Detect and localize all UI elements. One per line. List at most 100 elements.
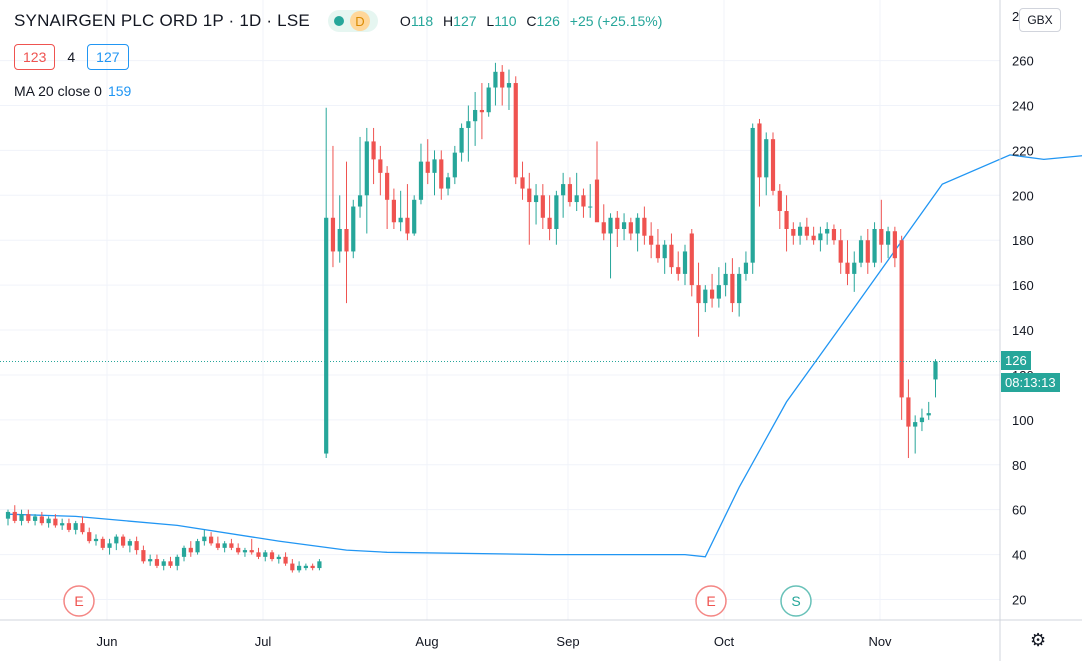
candle bbox=[297, 561, 302, 573]
candle bbox=[432, 150, 437, 196]
delayed-badge: D bbox=[349, 11, 370, 31]
candle bbox=[303, 563, 308, 571]
candle bbox=[154, 554, 160, 569]
candle bbox=[188, 541, 193, 557]
candle bbox=[32, 514, 38, 526]
candle bbox=[12, 505, 17, 524]
candle bbox=[649, 222, 654, 259]
candle bbox=[682, 244, 688, 286]
candle bbox=[290, 559, 295, 573]
candle bbox=[120, 534, 126, 548]
price-tick-label: 180 bbox=[1012, 233, 1034, 248]
low-value: 110 bbox=[494, 13, 517, 29]
candle bbox=[324, 107, 329, 459]
price-tick-label: 200 bbox=[1012, 188, 1034, 203]
buy-button[interactable]: 127 bbox=[87, 44, 129, 70]
price-tick-label: 60 bbox=[1012, 503, 1026, 518]
candle bbox=[405, 184, 410, 241]
ma-line bbox=[7, 154, 1082, 558]
candle bbox=[242, 547, 248, 557]
svg-text:E: E bbox=[706, 593, 715, 609]
candle bbox=[66, 518, 72, 533]
candle bbox=[635, 213, 640, 252]
candle bbox=[236, 543, 241, 555]
candle bbox=[601, 204, 606, 241]
candle bbox=[87, 527, 92, 544]
gear-icon[interactable]: ⚙ bbox=[1030, 630, 1047, 650]
candle bbox=[127, 538, 132, 553]
candle bbox=[513, 76, 518, 185]
candles bbox=[5, 62, 938, 573]
candle bbox=[310, 563, 315, 571]
candle bbox=[818, 226, 823, 252]
change-value: +25 (+25.15%) bbox=[569, 13, 663, 29]
candle bbox=[750, 123, 755, 274]
candle bbox=[770, 132, 776, 196]
candle bbox=[831, 224, 837, 245]
price-tick-label: 80 bbox=[1012, 458, 1026, 473]
candle bbox=[466, 105, 471, 162]
candle bbox=[676, 251, 681, 281]
candle bbox=[913, 415, 918, 454]
time-tick-label: Jun bbox=[97, 634, 118, 649]
candle bbox=[215, 536, 220, 551]
candle bbox=[398, 190, 403, 232]
candle bbox=[500, 65, 505, 106]
candle bbox=[642, 206, 647, 245]
ohlc-values: O118 H127 L110 C126 +25 (+25.15%) bbox=[399, 13, 663, 29]
candle bbox=[26, 509, 31, 524]
indicator-value: 159 bbox=[107, 83, 132, 99]
candle bbox=[73, 520, 78, 535]
time-tick-label: Oct bbox=[714, 634, 735, 649]
candle bbox=[865, 228, 870, 274]
candle bbox=[689, 228, 694, 297]
candle bbox=[168, 556, 173, 569]
svg-text:E: E bbox=[74, 593, 83, 609]
indicator-legend[interactable]: MA 20 close 0 159 bbox=[14, 83, 131, 99]
candle bbox=[540, 184, 545, 229]
earnings-event-marker[interactable]: E bbox=[695, 585, 727, 617]
candle bbox=[357, 136, 363, 218]
candle bbox=[256, 547, 261, 560]
candle bbox=[784, 195, 789, 252]
candle bbox=[574, 172, 579, 212]
sell-button[interactable]: 123 bbox=[14, 44, 56, 70]
candle bbox=[175, 554, 180, 571]
candle bbox=[209, 532, 214, 546]
close-value: 126 bbox=[536, 13, 560, 29]
candle bbox=[838, 228, 843, 274]
candle bbox=[46, 516, 51, 528]
candle bbox=[5, 509, 11, 526]
candle bbox=[608, 213, 613, 279]
candle bbox=[757, 118, 762, 207]
market-status-pill[interactable]: D bbox=[327, 10, 378, 32]
candle bbox=[662, 240, 667, 274]
candle bbox=[743, 251, 749, 281]
candle bbox=[222, 541, 227, 553]
candle bbox=[764, 132, 769, 196]
time-tick-label: Nov bbox=[868, 634, 892, 649]
candle bbox=[527, 172, 532, 245]
candle bbox=[709, 273, 715, 308]
open-value: 118 bbox=[410, 13, 434, 29]
high-value: 127 bbox=[453, 13, 477, 29]
candle bbox=[378, 145, 383, 196]
candle bbox=[486, 83, 491, 117]
candle bbox=[804, 217, 809, 241]
currency-button[interactable]: GBX bbox=[1019, 8, 1061, 32]
candle bbox=[567, 177, 573, 207]
candle bbox=[554, 190, 559, 245]
split-event-marker[interactable]: S bbox=[780, 585, 812, 617]
candle bbox=[351, 199, 356, 259]
candle bbox=[825, 222, 830, 245]
candle bbox=[364, 127, 369, 234]
earnings-event-marker[interactable]: E bbox=[63, 585, 95, 617]
symbol-title[interactable]: SYNAIRGEN PLC ORD 1P · 1D · LSE bbox=[14, 11, 310, 30]
candle bbox=[269, 550, 275, 562]
candle bbox=[473, 92, 478, 146]
last-price-tag: 126 bbox=[1001, 351, 1031, 371]
candle bbox=[506, 69, 512, 110]
price-tick-label: 140 bbox=[1012, 323, 1034, 338]
